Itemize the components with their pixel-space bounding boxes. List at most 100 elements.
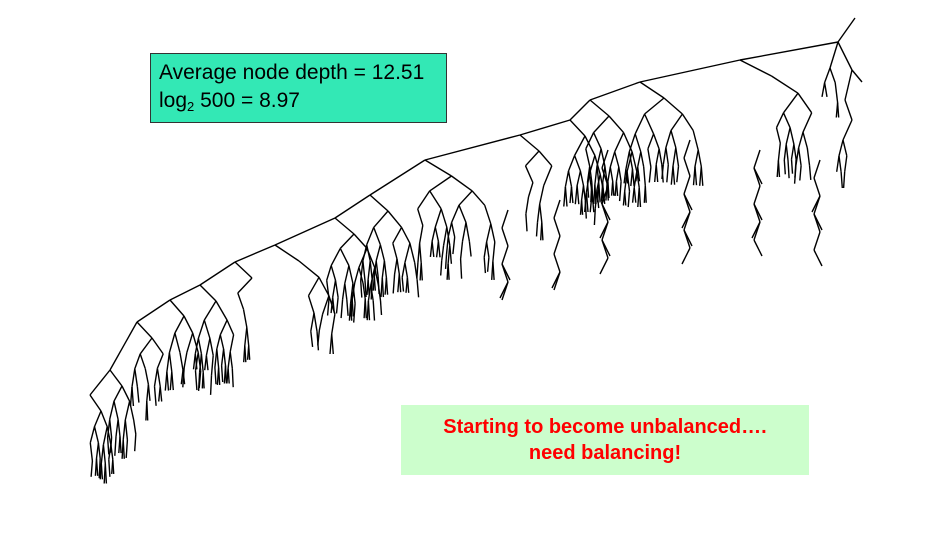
tree-edge — [387, 210, 403, 228]
tree-edge — [631, 151, 638, 172]
tree-edge — [593, 208, 596, 226]
tree-edge — [340, 299, 344, 319]
tree-edge — [553, 199, 561, 219]
tree-edge — [109, 401, 115, 420]
tree-edge — [353, 233, 368, 249]
tree-edge — [372, 300, 376, 321]
tree-edge — [662, 147, 667, 165]
tree-edge — [471, 190, 486, 206]
tree-edge — [328, 295, 336, 315]
tree-edge — [593, 115, 610, 134]
tree-edge — [592, 132, 602, 150]
tree-edge — [633, 171, 638, 188]
tree-edge — [683, 139, 691, 159]
tree-edge — [594, 155, 601, 175]
tree-edge — [366, 248, 376, 268]
tree-edge — [655, 164, 659, 183]
tree-edge — [353, 303, 356, 323]
tree-edge — [579, 170, 585, 186]
tree-edge — [203, 319, 211, 339]
tree-edge — [683, 175, 691, 195]
tree-edge — [106, 426, 112, 445]
tree-edge — [450, 204, 460, 223]
tree-edge — [104, 463, 108, 484]
tree-edge — [242, 309, 248, 328]
tree-edge — [644, 185, 647, 203]
tree-edge — [829, 67, 836, 83]
tree-edge — [663, 97, 683, 115]
tree-edge — [492, 241, 496, 262]
tree-edge — [655, 148, 660, 165]
tree-edge — [670, 130, 677, 148]
tree-edge — [615, 181, 619, 196]
tree-edge — [234, 244, 276, 263]
tree-edge — [194, 352, 199, 371]
tree-edge — [783, 159, 786, 175]
tree-edge — [777, 143, 781, 161]
tree-edge — [808, 165, 812, 180]
tree-edge — [109, 419, 113, 438]
tree-edge — [837, 17, 856, 43]
tree-edge — [205, 338, 211, 356]
tree-edge — [790, 159, 794, 174]
tree-edge — [601, 185, 609, 205]
tree-edge — [844, 155, 848, 172]
tree-edge — [636, 171, 640, 188]
tree-edge — [501, 209, 509, 229]
tree-edge — [633, 187, 637, 203]
tree-edge — [216, 348, 220, 368]
tree-edge — [93, 410, 102, 427]
tree-edge — [398, 274, 402, 293]
tree-edge — [198, 370, 202, 389]
tree-edge — [666, 164, 669, 183]
tree-edge — [274, 217, 336, 246]
tree-edge — [124, 401, 131, 421]
tree-edge — [326, 298, 330, 316]
tree-edge — [785, 127, 791, 145]
tree-edge — [377, 285, 382, 301]
tree-edge — [601, 167, 609, 187]
tree-edge — [782, 112, 791, 128]
tree-edge — [665, 147, 669, 165]
tree-edge — [485, 241, 490, 258]
tree-edge — [447, 263, 450, 280]
tree-edge — [151, 337, 164, 355]
tree-edge — [332, 280, 337, 298]
tree-edge — [585, 148, 591, 167]
tree-edge — [369, 159, 426, 196]
tree-edge — [609, 166, 614, 182]
tree-edge — [298, 260, 320, 278]
tree-edge — [813, 159, 821, 179]
tree-edge — [174, 332, 181, 353]
tree-edge — [417, 208, 424, 226]
tree-edge — [785, 144, 789, 161]
tree-edge — [844, 69, 853, 101]
tree-edge — [171, 371, 174, 391]
tree-edge — [573, 135, 586, 156]
tree-edge — [836, 102, 840, 118]
tree-edge — [367, 300, 371, 321]
tree-edge — [370, 285, 374, 301]
tree-edge — [215, 300, 228, 321]
tree-edge — [490, 223, 496, 243]
tree-edge — [527, 182, 534, 198]
tree-edge — [331, 333, 334, 355]
log-base: 2 — [187, 99, 195, 114]
tree-edge — [385, 277, 389, 295]
tree-edge — [109, 321, 138, 371]
tree-edge — [539, 185, 545, 205]
tree-edge — [90, 460, 94, 477]
log2-label: log2 500 = 8.97 — [159, 87, 446, 115]
tree-edge — [775, 127, 781, 144]
tree-edge — [840, 171, 843, 189]
tree-edge — [447, 222, 453, 238]
tree-edge — [596, 174, 601, 190]
tree-edge — [192, 332, 199, 353]
tree-edge — [614, 151, 620, 168]
tree-edge — [147, 384, 151, 401]
tree-edge — [608, 115, 625, 134]
tree-edge — [588, 174, 593, 193]
tree-edge — [524, 150, 540, 167]
callout-line-2: need balancing! — [528, 442, 682, 464]
tree-edge — [648, 166, 652, 183]
